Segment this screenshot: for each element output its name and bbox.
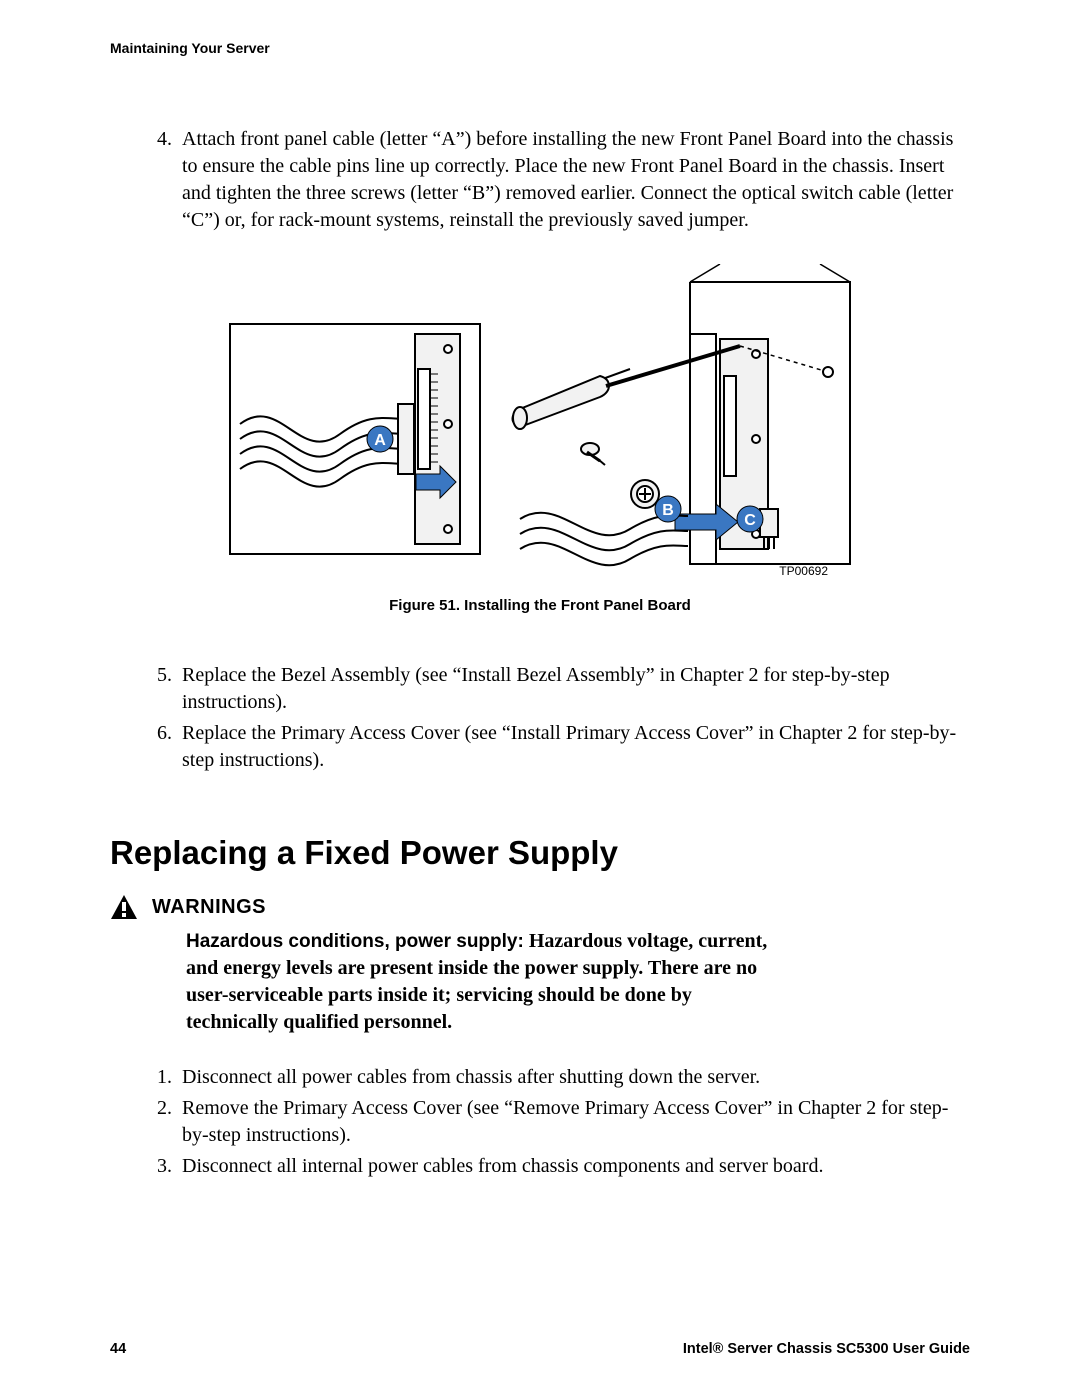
- page-footer: 44 Intel® Server Chassis SC5300 User Gui…: [110, 1341, 970, 1357]
- figure-wrap: A: [110, 264, 970, 579]
- list-number: 1.: [150, 1064, 182, 1091]
- list-text: Disconnect all internal power cables fro…: [182, 1153, 970, 1180]
- warnings-body: Hazardous conditions, power supply: Haza…: [186, 928, 770, 1036]
- page-number: 44: [110, 1341, 126, 1357]
- running-header: Maintaining Your Server: [110, 40, 970, 56]
- list-item: 5. Replace the Bezel Assembly (see “Inst…: [150, 662, 970, 716]
- step-list-bottom: 1. Disconnect all power cables from chas…: [150, 1064, 970, 1180]
- warning-icon: [110, 894, 138, 920]
- list-number: 4.: [150, 126, 182, 234]
- list-item: 4. Attach front panel cable (letter “A”)…: [150, 126, 970, 234]
- list-text: Disconnect all power cables from chassis…: [182, 1064, 970, 1091]
- list-number: 6.: [150, 720, 182, 774]
- section-heading: Replacing a Fixed Power Supply: [110, 834, 970, 872]
- warnings-lead: Hazardous conditions, power supply:: [186, 931, 524, 952]
- list-number: 2.: [150, 1095, 182, 1149]
- figure-label-c: C: [744, 512, 756, 529]
- figure-label-a: A: [374, 432, 386, 449]
- figure-illustration: A: [220, 264, 860, 574]
- list-text: Replace the Bezel Assembly (see “Install…: [182, 662, 970, 716]
- list-item: 1. Disconnect all power cables from chas…: [150, 1064, 970, 1091]
- list-number: 3.: [150, 1153, 182, 1180]
- figure-caption: Figure 51. Installing the Front Panel Bo…: [110, 597, 970, 614]
- list-text: Remove the Primary Access Cover (see “Re…: [182, 1095, 970, 1149]
- footer-title: Intel® Server Chassis SC5300 User Guide: [683, 1341, 970, 1357]
- warnings-label: WARNINGS: [152, 896, 266, 919]
- list-item: 2. Remove the Primary Access Cover (see …: [150, 1095, 970, 1149]
- warnings-header: WARNINGS: [110, 894, 970, 920]
- list-item: 6. Replace the Primary Access Cover (see…: [150, 720, 970, 774]
- step-list-middle: 5. Replace the Bezel Assembly (see “Inst…: [150, 662, 970, 774]
- figure-ref-number: TP00692: [779, 564, 828, 578]
- page: Maintaining Your Server 4. Attach front …: [0, 0, 1080, 1397]
- list-item: 3. Disconnect all internal power cables …: [150, 1153, 970, 1180]
- list-text: Attach front panel cable (letter “A”) be…: [182, 126, 970, 234]
- list-text: Replace the Primary Access Cover (see “I…: [182, 720, 970, 774]
- figure-label-b: B: [662, 502, 674, 519]
- list-number: 5.: [150, 662, 182, 716]
- step-list-top: 4. Attach front panel cable (letter “A”)…: [150, 126, 970, 234]
